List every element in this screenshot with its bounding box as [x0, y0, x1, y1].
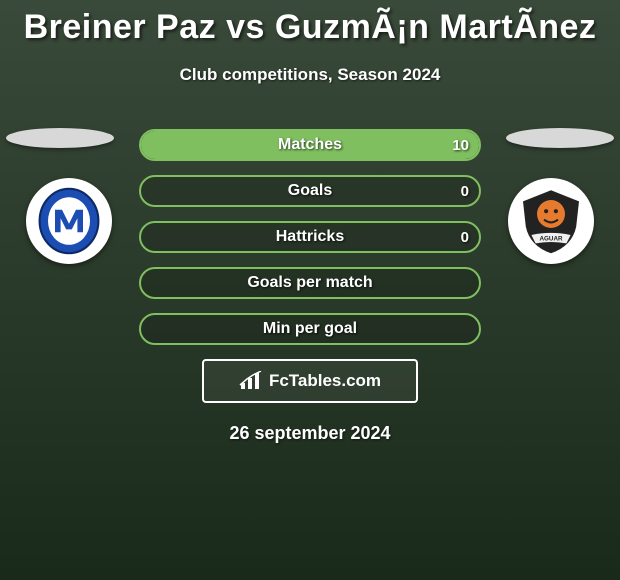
page-subtitle: Club competitions, Season 2024: [0, 65, 620, 85]
stat-row: Goals per match: [139, 267, 481, 299]
stat-row: Goals0: [139, 175, 481, 207]
team-crest-left: [26, 178, 112, 264]
stat-label: Goals: [139, 175, 481, 207]
date-label: 26 september 2024: [0, 423, 620, 444]
comparison-card: Breiner Paz vs GuzmÃ¡n MartÃ­nez Club co…: [0, 0, 620, 580]
stat-row: Hattricks0: [139, 221, 481, 253]
svg-text:AGUAR: AGUAR: [539, 236, 563, 243]
stat-row: Min per goal: [139, 313, 481, 345]
millonarios-crest-icon: [34, 186, 104, 256]
player-left-avatar-placeholder: [6, 128, 114, 148]
player-right-avatar-placeholder: [506, 128, 614, 148]
stat-label: Min per goal: [139, 313, 481, 345]
bar-chart-icon: [239, 371, 263, 391]
stat-label: Hattricks: [139, 221, 481, 253]
stat-value-right: 0: [461, 221, 469, 253]
brand-badge: FcTables.com: [202, 359, 418, 403]
stat-value-right: 10: [452, 129, 469, 161]
brand-text: FcTables.com: [269, 371, 381, 391]
stat-row: Matches10: [139, 129, 481, 161]
team-crest-right: AGUAR: [508, 178, 594, 264]
stat-label: Matches: [139, 129, 481, 161]
stat-value-right: 0: [461, 175, 469, 207]
page-title: Breiner Paz vs GuzmÃ¡n MartÃ­nez: [0, 0, 620, 47]
stat-label: Goals per match: [139, 267, 481, 299]
jaguares-crest-icon: AGUAR: [516, 186, 586, 256]
